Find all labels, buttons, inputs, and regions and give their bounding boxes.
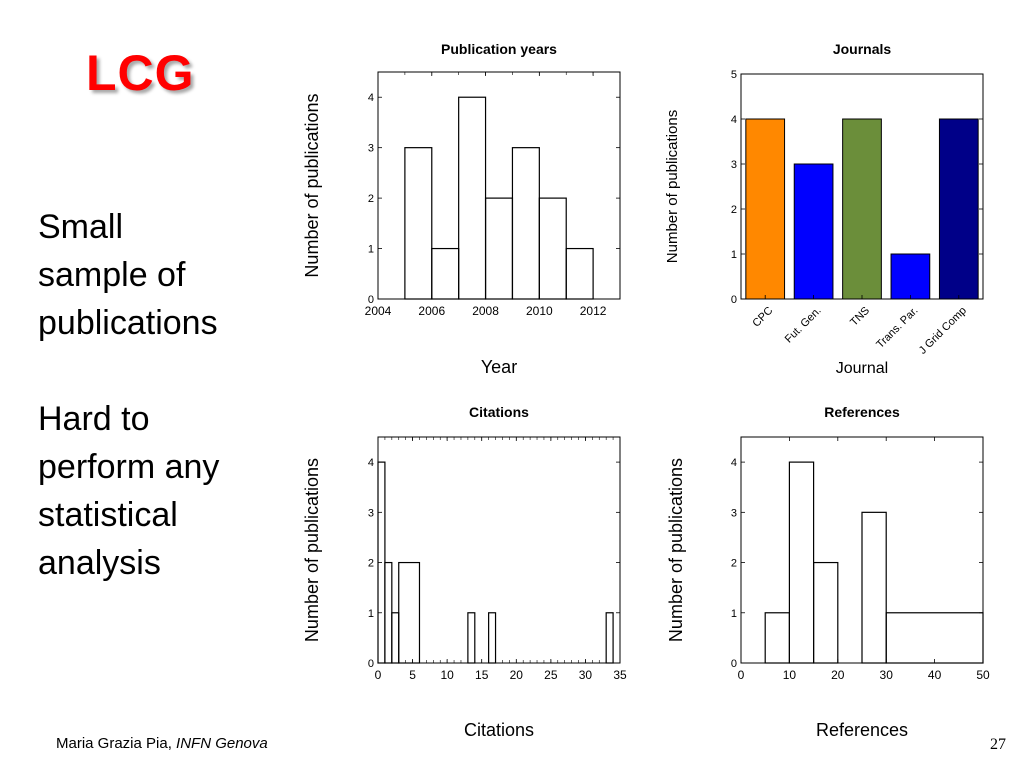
y-tick-label: 5 (731, 69, 737, 81)
x-tick-label: 0 (375, 668, 382, 682)
x-axis-label: Journal (836, 360, 888, 377)
bar (793, 163, 834, 300)
x-axis-label: Citations (464, 720, 534, 740)
x-tick-label: 2010 (526, 304, 553, 318)
page-number: 27 (990, 736, 1006, 753)
histogram-bin (391, 612, 400, 664)
bar (842, 118, 882, 300)
bullet-line: Small (38, 208, 124, 246)
bullet-line: publications (38, 304, 218, 342)
y-tick-label: 3 (368, 143, 374, 155)
footer-org: INFN Genova (176, 735, 268, 752)
histogram-bin (431, 247, 460, 300)
x-tick-label: CPC (750, 305, 775, 330)
y-tick-label: 0 (731, 294, 737, 306)
histogram-bin (538, 197, 567, 300)
y-tick-label: 1 (731, 608, 737, 620)
x-tick-label: 30 (579, 668, 593, 682)
y-axis-label: Number of publications (302, 93, 322, 277)
bullet-line: statistical (38, 496, 178, 534)
x-tick-label: 20 (510, 668, 524, 682)
bullet-line: analysis (38, 544, 161, 582)
x-tick-label: TNS (848, 305, 872, 329)
y-tick-label: 3 (368, 507, 374, 519)
x-tick-label: 10 (783, 668, 797, 682)
y-tick-label: 2 (731, 558, 737, 570)
histogram-bin (398, 561, 421, 664)
histogram-bin (605, 612, 614, 664)
y-tick-label: 0 (368, 294, 374, 306)
x-tick-label: 5 (409, 668, 416, 682)
chart-title: Journals (833, 41, 892, 57)
plot-frame (740, 436, 984, 664)
histogram-bin (788, 461, 815, 664)
chart-title: References (824, 404, 900, 420)
x-axis-label: References (816, 720, 908, 740)
bullet-line: Hard to (38, 400, 150, 438)
y-tick-label: 2 (368, 193, 374, 205)
slide-title: LCG (86, 45, 195, 101)
y-tick-label: 2 (368, 558, 374, 570)
plot-frame (377, 71, 621, 300)
y-axis-label: Number of publications (666, 458, 686, 642)
x-tick-label: 15 (475, 668, 489, 682)
histogram-bin (861, 511, 887, 664)
y-tick-label: 0 (731, 658, 737, 670)
x-axis-label: Year (481, 357, 517, 377)
histogram-bin (885, 612, 984, 664)
y-axis-label: Number of publications (664, 110, 681, 263)
x-tick-label: J Grid Comp (917, 305, 969, 357)
histogram-bin (511, 147, 540, 300)
x-tick-label: 2006 (418, 304, 445, 318)
histogram-bin (404, 147, 433, 300)
x-tick-label: Trans. Par. (874, 305, 920, 351)
bullet-small-sample: Small sample of publications (38, 203, 268, 347)
footer-author: Maria Grazia Pia, INFN Genova (56, 735, 268, 752)
bullet-line: perform any (38, 448, 220, 486)
bar (890, 253, 931, 300)
y-tick-label: 4 (368, 457, 374, 469)
histogram-bin (565, 247, 594, 300)
x-tick-label: 30 (880, 668, 894, 682)
histogram-bin (458, 96, 487, 300)
histogram-bin (488, 612, 497, 664)
x-tick-label: 2008 (472, 304, 499, 318)
y-tick-label: 4 (731, 457, 737, 469)
y-tick-label: 4 (731, 114, 737, 126)
bar (745, 118, 786, 300)
histogram-bin (764, 612, 791, 664)
y-tick-label: 2 (731, 204, 737, 216)
x-tick-label: 2004 (365, 304, 392, 318)
bar (938, 118, 979, 300)
plot-frame (377, 436, 621, 664)
y-tick-label: 3 (731, 507, 737, 519)
y-axis-label: Number of publications (302, 458, 322, 642)
x-tick-label: 25 (544, 668, 558, 682)
y-tick-label: 1 (368, 608, 374, 620)
y-tick-label: 3 (731, 159, 737, 171)
bullet-hard-to-perform: Hard to perform any statistical analysis (38, 395, 268, 587)
y-tick-label: 4 (368, 92, 374, 104)
plot-frame (740, 73, 984, 300)
x-tick-label: 35 (613, 668, 627, 682)
x-tick-label: 40 (928, 668, 942, 682)
y-tick-label: 1 (731, 249, 737, 261)
x-tick-label: Fut. Gen. (783, 305, 824, 346)
histogram-bin (467, 612, 476, 664)
histogram-bin (812, 561, 839, 664)
x-tick-label: 20 (831, 668, 845, 682)
x-tick-label: 0 (738, 668, 745, 682)
chart-title: Citations (469, 404, 529, 420)
y-tick-label: 0 (368, 658, 374, 670)
y-tick-label: 1 (368, 244, 374, 256)
histogram-bin (484, 197, 514, 300)
bullet-line: sample of (38, 256, 186, 294)
footer-name: Maria Grazia Pia, (56, 735, 177, 752)
x-tick-label: 2012 (580, 304, 607, 318)
x-tick-label: 10 (440, 668, 454, 682)
x-tick-label: 50 (976, 668, 990, 682)
chart-title: Publication years (441, 41, 557, 57)
histogram-bin (384, 561, 393, 664)
